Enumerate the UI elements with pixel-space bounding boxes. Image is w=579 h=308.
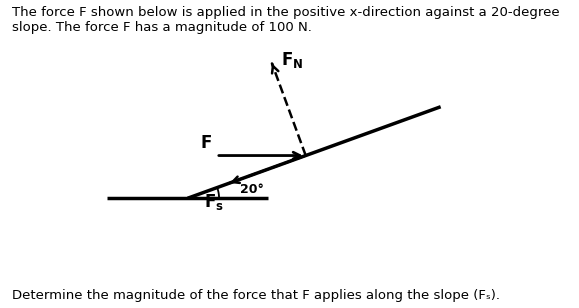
Text: The force F shown below is applied in the positive x-direction against a 20-degr: The force F shown below is applied in th… bbox=[12, 6, 559, 34]
Text: $\mathbf{F}$: $\mathbf{F}$ bbox=[200, 134, 212, 152]
Text: Determine the magnitude of the force that F applies along the slope (Fₛ).: Determine the magnitude of the force tha… bbox=[12, 289, 500, 302]
Text: $\mathbf{F}_\mathbf{N}$: $\mathbf{F}_\mathbf{N}$ bbox=[281, 50, 303, 70]
Text: $\mathbf{F}_\mathbf{s}$: $\mathbf{F}_\mathbf{s}$ bbox=[204, 192, 223, 212]
Text: 20°: 20° bbox=[240, 183, 264, 196]
